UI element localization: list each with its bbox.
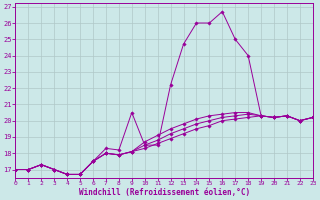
X-axis label: Windchill (Refroidissement éolien,°C): Windchill (Refroidissement éolien,°C)	[78, 188, 250, 197]
